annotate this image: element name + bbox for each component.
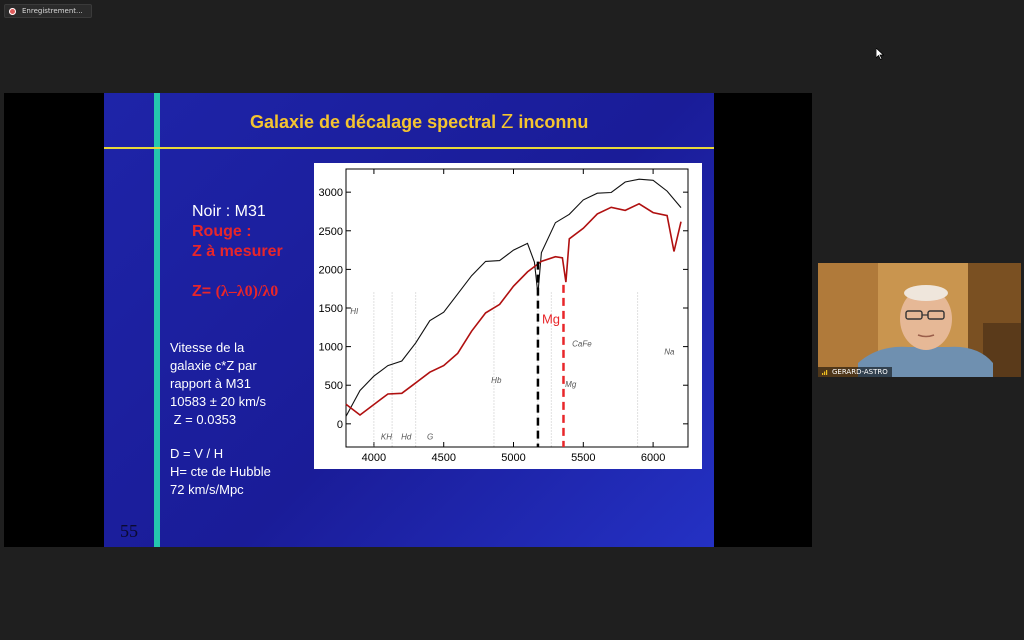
note-line: H= cte de Hubble	[170, 464, 271, 479]
y-tick-label: 2000	[319, 264, 343, 276]
spectral-line-label: Hd	[401, 432, 412, 441]
y-tick-label: 3000	[319, 187, 343, 199]
series-line	[345, 202, 682, 417]
y-tick-label: 500	[325, 380, 343, 392]
legend-black: Noir : M31	[192, 203, 266, 220]
participant-name: GERARD-ASTRO	[832, 368, 888, 376]
series-line	[345, 178, 682, 417]
mouse-cursor-icon	[876, 48, 884, 60]
signal-icon	[822, 370, 828, 375]
participant-avatar	[818, 263, 1021, 377]
note-line: 10583 ± 20 km/s	[170, 394, 267, 409]
note-line: D = V / H	[170, 446, 224, 461]
spectral-line-label: CaFe	[572, 340, 592, 349]
plot-frame	[345, 168, 689, 448]
participant-video[interactable]: GERARD-ASTRO	[818, 263, 1021, 377]
recording-indicator[interactable]: Enregistrement...	[4, 4, 92, 18]
spectral-line-label: Mg	[565, 380, 577, 389]
mg-label: Mg	[542, 311, 560, 326]
spectral-line-label: G	[427, 432, 433, 441]
redshift-formula: Z= (λ–λ0)/λ0	[192, 283, 279, 300]
spectral-line-label: KH	[381, 432, 392, 441]
x-tick-label: 4000	[362, 452, 386, 464]
note-line: Vitesse de la	[170, 340, 245, 355]
slide-title: Galaxie de décalage spectral Z inconnu	[250, 111, 589, 133]
chart-legend: Noir : M31 Rouge : Z à mesurer	[192, 202, 283, 262]
legend-red-1: Rouge :	[192, 223, 252, 240]
x-tick-label: 5000	[501, 452, 525, 464]
presentation-slide: Galaxie de décalage spectral Z inconnu N…	[104, 93, 714, 547]
participant-name-tag: GERARD-ASTRO	[818, 367, 892, 377]
y-tick-label: 2500	[319, 226, 343, 238]
note-line: rapport à M31	[170, 376, 251, 391]
note-line: 72 km/s/Mpc	[170, 482, 244, 497]
slide-number: 55	[120, 521, 138, 541]
spectral-line-label: Na	[664, 347, 675, 356]
legend-red-2: Z à mesurer	[192, 243, 283, 260]
recording-label: Enregistrement...	[22, 7, 83, 15]
note-line: Z = 0.0353	[170, 412, 237, 427]
spectral-line-label: Hb	[491, 376, 502, 385]
y-tick-label: 1500	[319, 303, 343, 315]
spectral-line-label: HI	[350, 307, 359, 316]
y-tick-label: 1000	[319, 342, 343, 354]
y-tick-label: 0	[337, 419, 343, 431]
slide-accent-bar	[154, 93, 160, 547]
x-tick-label: 6000	[641, 452, 665, 464]
title-underline	[104, 147, 714, 149]
x-tick-label: 4500	[431, 452, 455, 464]
note-line: galaxie c*Z par	[170, 358, 257, 373]
shared-screen: Galaxie de décalage spectral Z inconnu N…	[4, 93, 812, 547]
record-icon	[9, 7, 16, 15]
slide-notes: Vitesse de la galaxie c*Z par rapport à …	[170, 339, 271, 499]
x-tick-label: 5500	[571, 452, 595, 464]
spectrum-chart: 0 500 1000 1500 2000 2500 3000 4000 4500 5000 5500…	[314, 163, 702, 469]
